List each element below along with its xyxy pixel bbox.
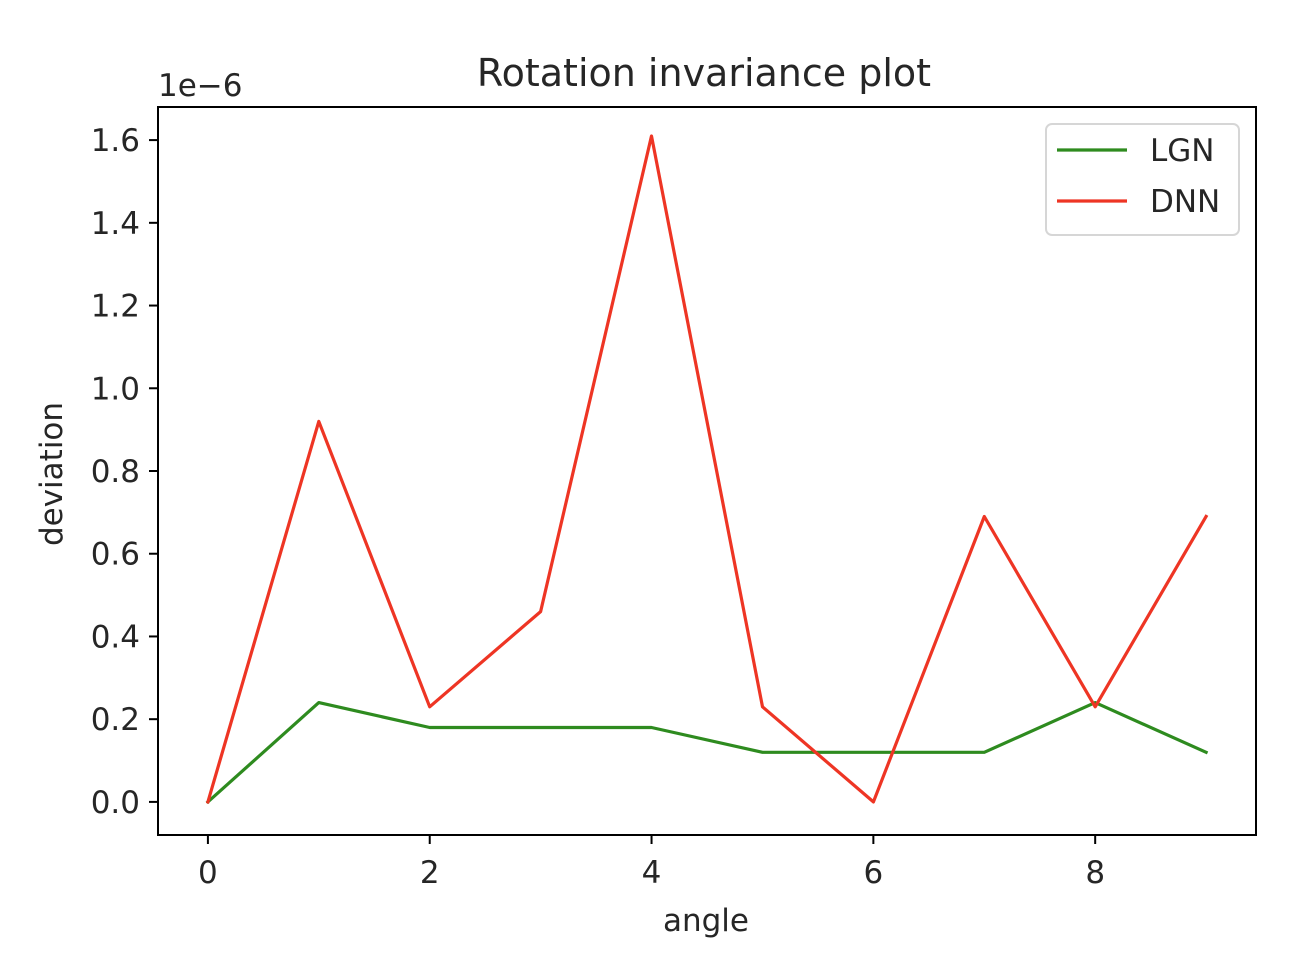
y-tick-label: 1.6: [91, 123, 140, 159]
y-tick-label: 0.4: [91, 619, 140, 655]
x-tick-label: 2: [420, 855, 440, 891]
y-tick-label: 0.8: [91, 454, 140, 490]
x-tick-label: 6: [863, 855, 883, 891]
legend-box: [1045, 123, 1240, 236]
y-tick-label: 1.2: [91, 289, 140, 325]
y-offset-label: 1e−6: [158, 68, 243, 104]
y-axis-label: deviation: [34, 402, 70, 546]
y-tick-label: 0.0: [91, 785, 140, 821]
chart-title: Rotation invariance plot: [477, 51, 931, 95]
y-tick-label: 1.4: [91, 206, 140, 242]
legend: LGN DNN: [1045, 123, 1240, 236]
x-tick-label: 4: [642, 855, 662, 891]
legend-label-lgn: LGN: [1150, 133, 1214, 169]
x-axis-label: angle: [663, 903, 749, 939]
y-axis: 0.0 0.2 0.4 0.6 0.8 1.0 1.2 1.4 1.6: [91, 123, 158, 821]
series-line-lgn: [205, 700, 1209, 805]
y-tick-label: 0.2: [91, 702, 140, 738]
x-tick-label: 8: [1085, 855, 1105, 891]
y-tick-label: 0.6: [91, 537, 140, 573]
x-axis: 0 2 4 6 8: [198, 835, 1105, 891]
series-layer: [205, 134, 1209, 805]
y-tick-label: 1.0: [91, 371, 140, 407]
series-line-dnn: [205, 134, 1209, 804]
x-tick-label: 0: [198, 855, 218, 891]
legend-label-dnn: DNN: [1150, 184, 1220, 220]
